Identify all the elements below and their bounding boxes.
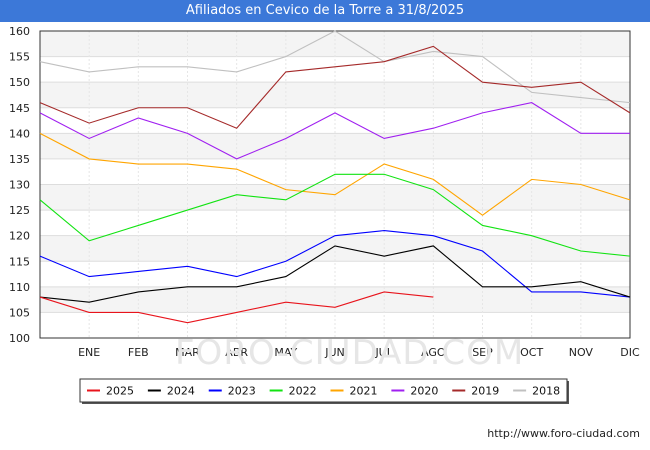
x-tick-label: FEB — [128, 346, 149, 359]
y-tick-label: 145 — [9, 102, 30, 115]
series-line-2024 — [39, 245, 631, 303]
y-tick-label: 155 — [9, 51, 30, 64]
legend-box — [79, 378, 568, 403]
series-line-2025 — [39, 291, 434, 324]
legend-label-2025: 2025 — [106, 385, 134, 398]
series-line-2020 — [39, 102, 630, 160]
y-tick-label: 135 — [9, 153, 30, 166]
y-tick-label: 105 — [9, 306, 30, 319]
series-line-2021 — [39, 132, 631, 216]
series-line-2023 — [39, 229, 631, 298]
site-url[interactable]: http://www.foro-ciudad.com — [487, 427, 640, 440]
legend-label-2018: 2018 — [532, 385, 560, 398]
y-tick-label: 160 — [9, 25, 30, 38]
legend-label-2024: 2024 — [167, 385, 195, 398]
x-tick-label: JUN — [324, 346, 345, 359]
x-tick-label: MAY — [274, 346, 297, 359]
legend-label-2020: 2020 — [410, 385, 438, 398]
legend-label-2021: 2021 — [350, 385, 378, 398]
x-tick-label: NOV — [569, 346, 594, 359]
grid-band — [40, 133, 630, 159]
x-tick-label: SEP — [472, 346, 493, 359]
legend-label-2022: 2022 — [289, 385, 317, 398]
y-tick-label: 125 — [9, 204, 30, 217]
y-tick-label: 140 — [9, 127, 30, 140]
x-tick-label: MAR — [175, 346, 200, 359]
series-line-2018 — [39, 30, 631, 104]
watermark: FORO-CIUDAD.COM — [175, 333, 525, 373]
legend-label-2019: 2019 — [471, 385, 499, 398]
x-tick-label: OCT — [520, 346, 543, 359]
y-tick-label: 120 — [9, 230, 30, 243]
x-tick-label: DIC — [620, 346, 640, 359]
y-tick-label: 115 — [9, 255, 30, 268]
x-tick-label: ABR — [225, 346, 248, 359]
series-line-2022 — [39, 173, 631, 257]
series-line-2019 — [39, 45, 631, 129]
x-tick-label: ENE — [78, 346, 100, 359]
y-tick-label: 100 — [9, 332, 30, 345]
y-tick-label: 130 — [9, 179, 30, 192]
x-tick-label: JUL — [374, 346, 393, 359]
legend-label-2023: 2023 — [228, 385, 256, 398]
y-tick-label: 110 — [9, 281, 30, 294]
chart-title: Afiliados en Cevico de la Torre a 31/8/2… — [0, 0, 650, 22]
x-tick-label: AGO — [421, 346, 446, 359]
y-tick-label: 150 — [9, 76, 30, 89]
